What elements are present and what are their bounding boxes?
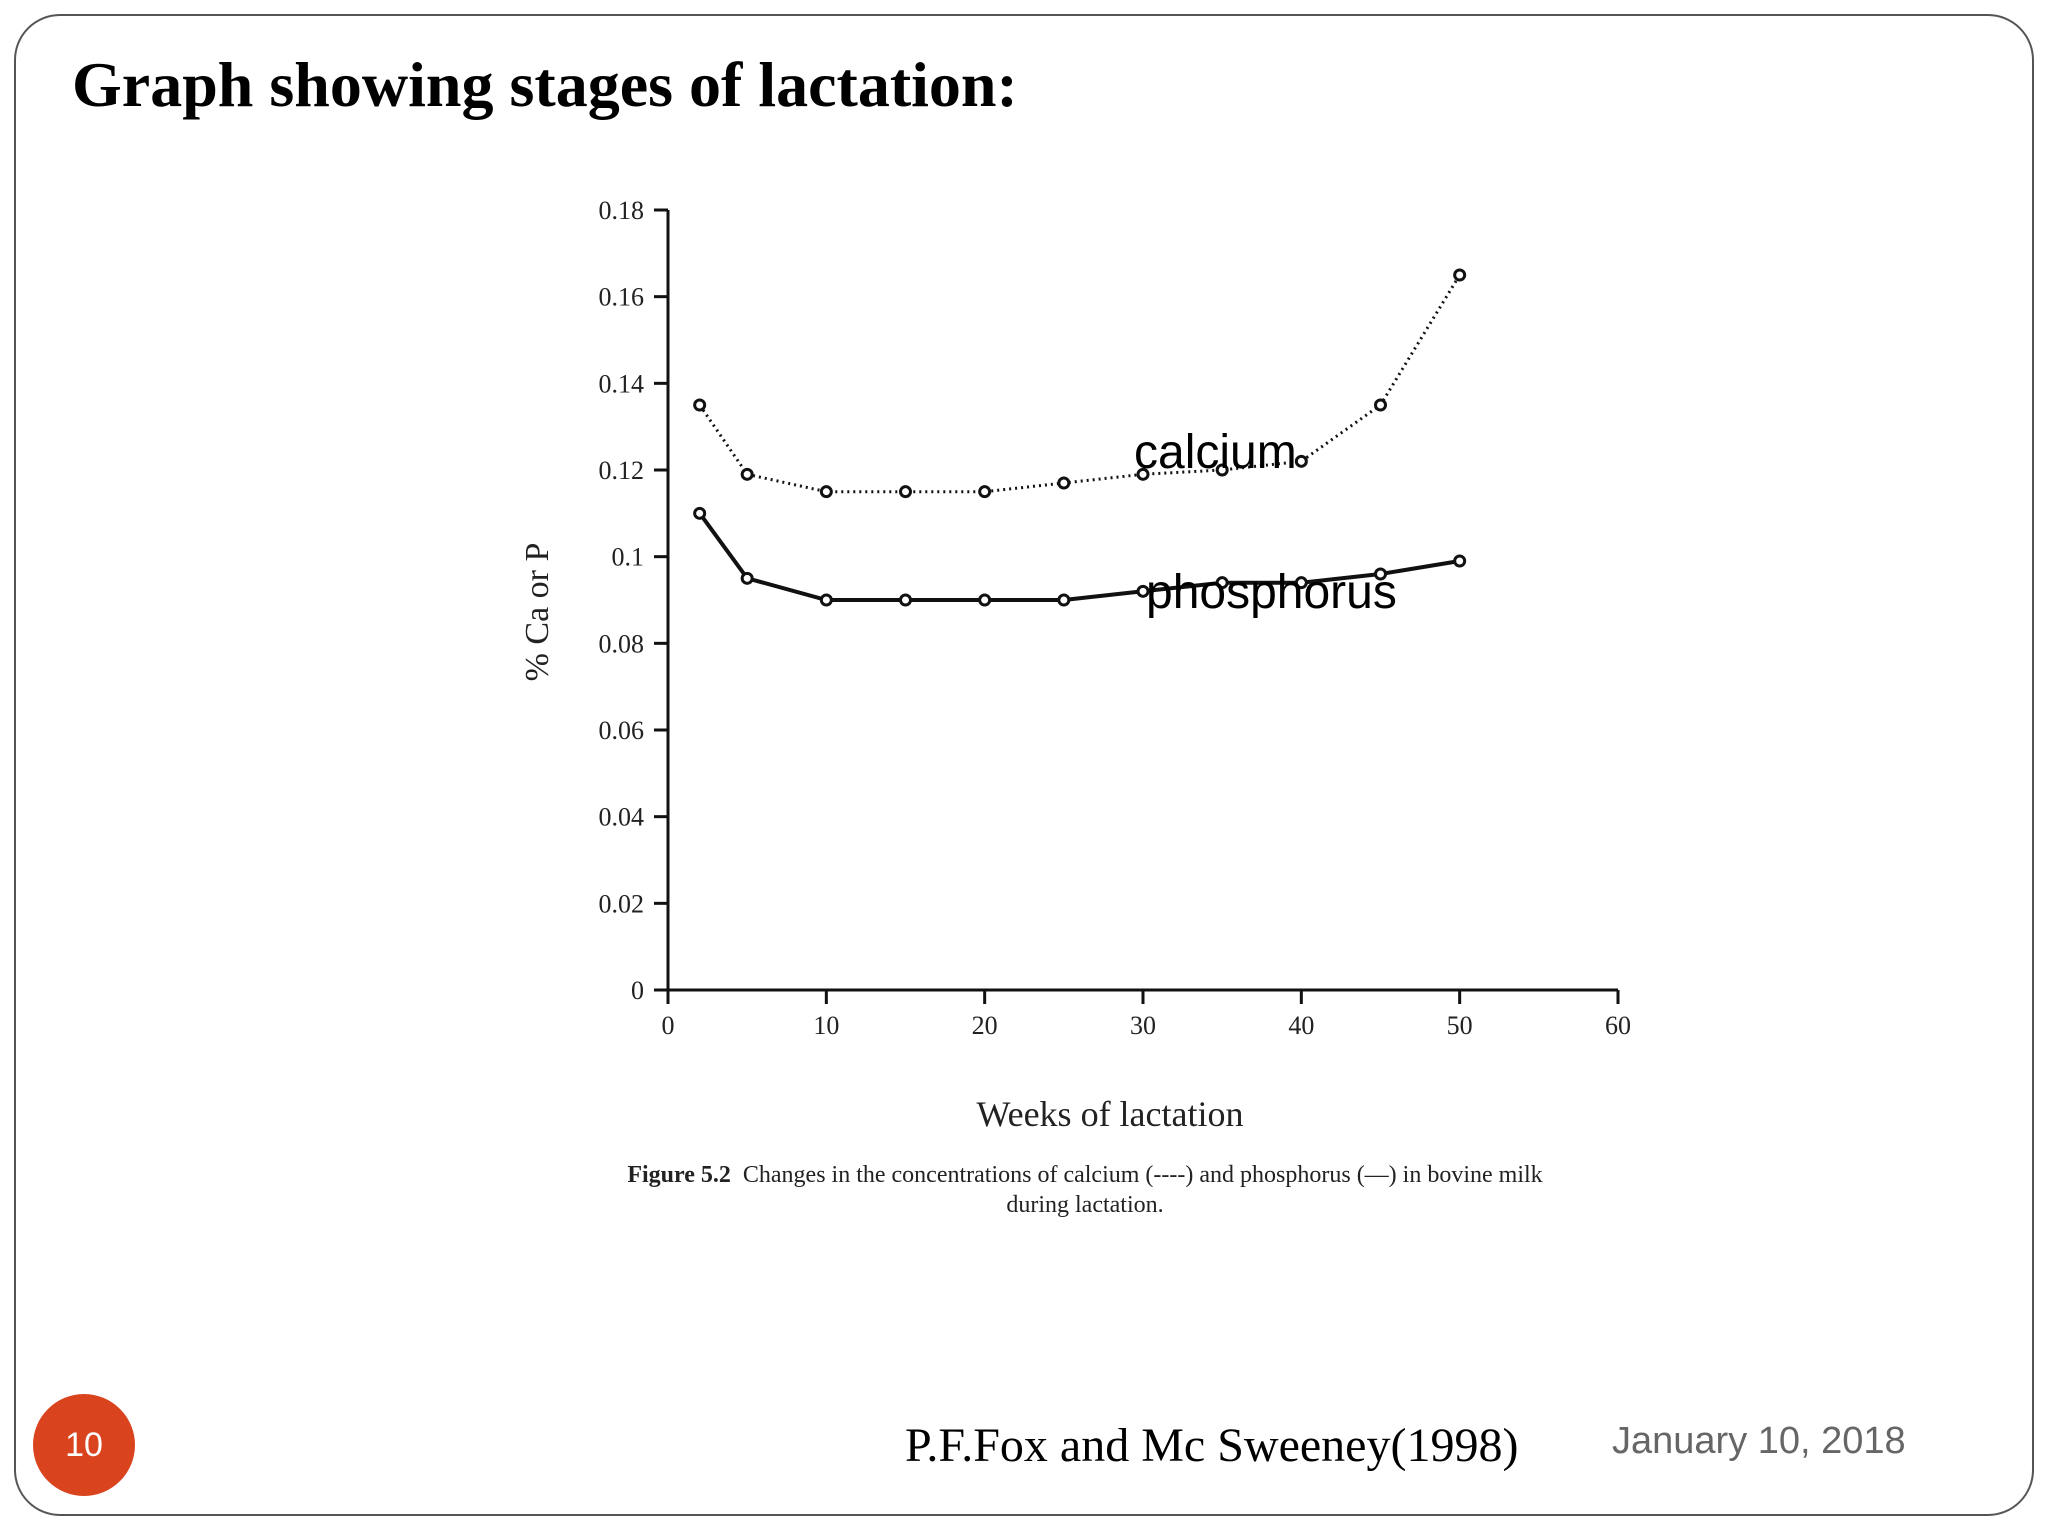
y-tick-label: 0: [631, 976, 644, 1005]
y-tick-label: 0.12: [599, 456, 645, 485]
slide-date: January 10, 2018: [1612, 1420, 1906, 1462]
y-tick-label: 0.08: [599, 629, 645, 658]
calcium-point: [693, 398, 707, 412]
x-axis-label: Weeks of lactation: [977, 1094, 1244, 1134]
phosphorus-point: [1374, 567, 1387, 581]
x-tick-label: 20: [972, 1011, 998, 1040]
x-tick-label: 10: [813, 1011, 839, 1040]
y-tick-label: 0.18: [599, 196, 645, 225]
calcium-label: calcium: [1134, 426, 1297, 479]
slide-title: Graph showing stages of lactation:: [72, 49, 1018, 120]
phosphorus-point: [1215, 576, 1229, 590]
chart-series: [693, 268, 1467, 607]
page-number-badge: 10: [33, 1394, 135, 1496]
calcium-point: [819, 485, 833, 499]
caption-line-1: Changes in the concentrations of calcium…: [742, 1162, 1543, 1188]
calcium-line: [698, 274, 1461, 494]
phosphorus-point: [978, 593, 992, 607]
caption-line-2: during lactation.: [1006, 1192, 1164, 1218]
citation: P.F.Fox and Mc Sweeney(1998): [905, 1419, 1519, 1472]
slide-frame: [14, 14, 2034, 1516]
x-tick-label: 30: [1130, 1011, 1156, 1040]
calcium-point: [1453, 268, 1467, 282]
phosphorus-point: [740, 571, 754, 585]
y-axis-label: % Ca or P: [519, 543, 556, 682]
calcium-point: [1374, 398, 1387, 412]
calcium-point: [1136, 467, 1150, 481]
phosphorus-point: [899, 593, 912, 607]
calcium-point: [1294, 454, 1308, 468]
phosphorus-point: [1294, 576, 1308, 590]
calcium-point: [740, 467, 754, 481]
calcium-point: [978, 485, 992, 499]
y-tick-label: 0.04: [599, 803, 645, 832]
x-tick-label: 60: [1605, 1011, 1631, 1040]
calcium-point: [1215, 463, 1229, 477]
y-tick-label: 0.16: [599, 283, 645, 312]
y-tick-label: 0.14: [599, 369, 645, 398]
phosphorus-point: [1453, 554, 1467, 568]
calcium-point: [899, 485, 912, 499]
phosphorus-point: [1136, 584, 1150, 598]
figure-label: Figure 5.2: [627, 1162, 731, 1188]
x-tick-label: 40: [1288, 1011, 1314, 1040]
y-tick-label: 0.06: [599, 716, 645, 745]
chart-axes: 0 0.02 0.04 0.06 0.08 0.1 0.12 0.14 0.16 0.18 0 10 2…: [599, 196, 1632, 1040]
y-tick-label: 0.02: [599, 889, 645, 918]
x-tick-label: 0: [662, 1011, 675, 1040]
calcium-point: [1057, 476, 1071, 490]
y-tick-label: 0.1: [612, 543, 645, 572]
phosphorus-point: [693, 506, 707, 520]
figure-caption: Figure 5.2 Changes in the concentrations…: [510, 1160, 1660, 1220]
phosphorus-point: [819, 593, 833, 607]
x-tick-label: 50: [1447, 1011, 1473, 1040]
phosphorus-label: phosphorus: [1146, 566, 1397, 619]
phosphorus-point: [1057, 593, 1071, 607]
